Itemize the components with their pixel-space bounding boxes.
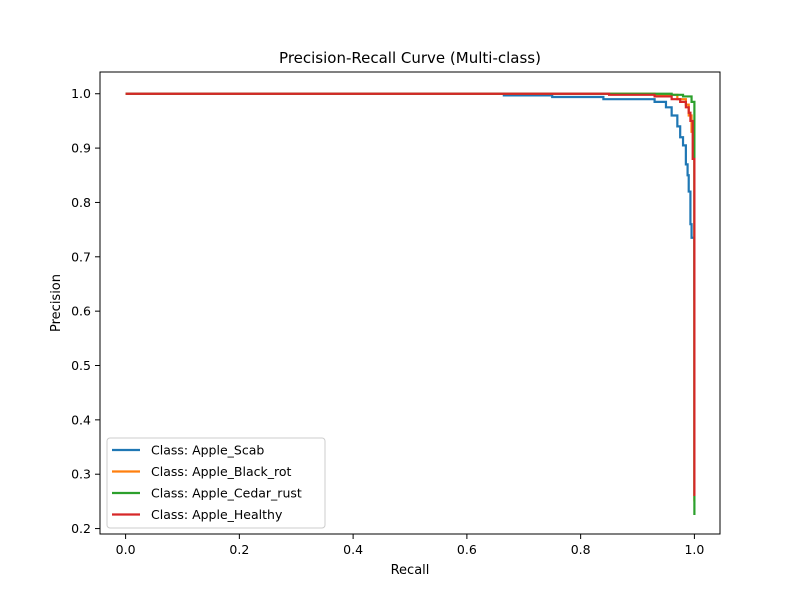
x-tick-label: 0.8 (571, 542, 591, 557)
x-tick-label: 1.0 (684, 542, 704, 557)
chart-title: Precision-Recall Curve (Multi-class) (279, 49, 541, 67)
x-tick-label: 0.6 (457, 542, 477, 557)
y-tick-label: 0.5 (71, 358, 91, 373)
y-tick-label: 0.6 (71, 304, 91, 319)
y-tick-label: 0.9 (71, 141, 91, 156)
y-tick-label: 0.7 (71, 249, 91, 264)
legend-label-3: Class: Apple_Cedar_rust (151, 486, 302, 501)
legend-label-2: Class: Apple_Black_rot (151, 464, 291, 479)
x-tick-label: 0.0 (116, 542, 136, 557)
x-tick-label: 0.4 (343, 542, 363, 557)
series-line-1 (125, 92, 696, 301)
series-line-3 (125, 92, 696, 515)
plot-frame (99, 71, 721, 535)
plot-lines (125, 92, 696, 515)
x-axis-ticks: 0.0 0.2 0.4 0.6 0.8 1.0 (116, 534, 704, 557)
series-line-4 (125, 92, 696, 496)
y-axis-label: Precision (49, 274, 64, 332)
y-tick-label: 0.2 (71, 521, 91, 536)
y-tick-label: 1.0 (71, 86, 91, 101)
legend: Class: Apple_Scab Class: Apple_Black_rot C… (106, 437, 326, 529)
y-tick-label: 0.8 (71, 195, 91, 210)
legend-label-1: Class: Apple_Scab (151, 443, 264, 458)
x-axis-label: Recall (391, 563, 430, 578)
legend-label-4: Class: Apple_Healthy (151, 507, 283, 522)
y-tick-label: 0.3 (71, 467, 91, 482)
y-tick-label: 0.4 (71, 412, 91, 427)
legend-box (106, 437, 326, 529)
y-axis-ticks: 0.2 0.3 0.4 0.5 0.6 0.7 0.8 0.9 1.0 (71, 86, 100, 536)
x-tick-label: 0.2 (229, 542, 249, 557)
